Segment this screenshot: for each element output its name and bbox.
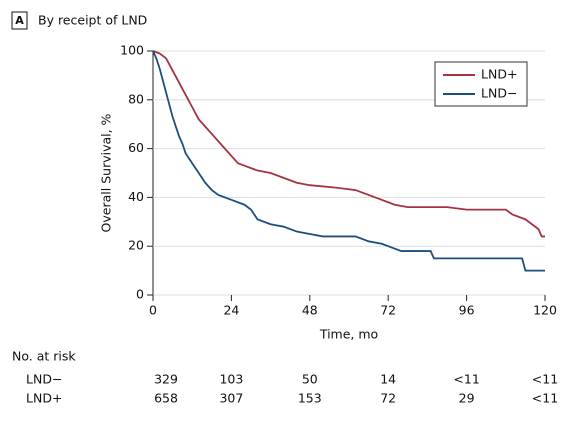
at-risk-value: <11 [532, 372, 558, 387]
survival-curve [152, 50, 545, 272]
at-risk-value: 658 [154, 391, 178, 406]
at-risk-value: <11 [532, 391, 558, 406]
y-tick-label: 60 [128, 140, 144, 155]
at-risk-title: No. at risk [12, 349, 76, 364]
y-tick-label: 20 [128, 238, 144, 253]
legend-box [434, 61, 528, 107]
x-axis-label: Time, mo [319, 327, 378, 342]
at-risk-label: LND+ [26, 391, 62, 406]
x-tick-label: 72 [380, 303, 396, 318]
at-risk-value: 72 [380, 391, 396, 406]
panel-label: A [15, 14, 24, 27]
at-risk-value: 307 [219, 391, 243, 406]
at-risk-value: 103 [219, 372, 243, 387]
legend-label: LND− [481, 86, 517, 101]
x-tick-label: 0 [149, 303, 157, 318]
x-tick-label: 24 [223, 303, 239, 318]
at-risk-label: LND− [26, 372, 62, 387]
y-tick-label: 80 [128, 91, 144, 106]
x-tick-label: 48 [302, 303, 318, 318]
at-risk-value: 153 [298, 391, 322, 406]
y-tick-label: 100 [120, 43, 144, 58]
at-risk-value: 50 [302, 372, 318, 387]
at-risk-value: 14 [380, 372, 396, 387]
chart-title: By receipt of LND [38, 13, 147, 28]
y-tick-label: 40 [128, 189, 144, 204]
survival-curve [152, 50, 545, 238]
at-risk-value: 29 [459, 391, 475, 406]
panel-box [11, 11, 28, 30]
at-risk-value: <11 [453, 372, 479, 387]
at-risk-value: 329 [154, 372, 178, 387]
y-axis-label: Overall Survival, % [99, 113, 114, 232]
y-tick-label: 0 [136, 287, 144, 302]
x-tick-label: 96 [459, 303, 475, 318]
x-tick-label: 120 [533, 303, 557, 318]
legend-label: LND+ [481, 67, 517, 82]
